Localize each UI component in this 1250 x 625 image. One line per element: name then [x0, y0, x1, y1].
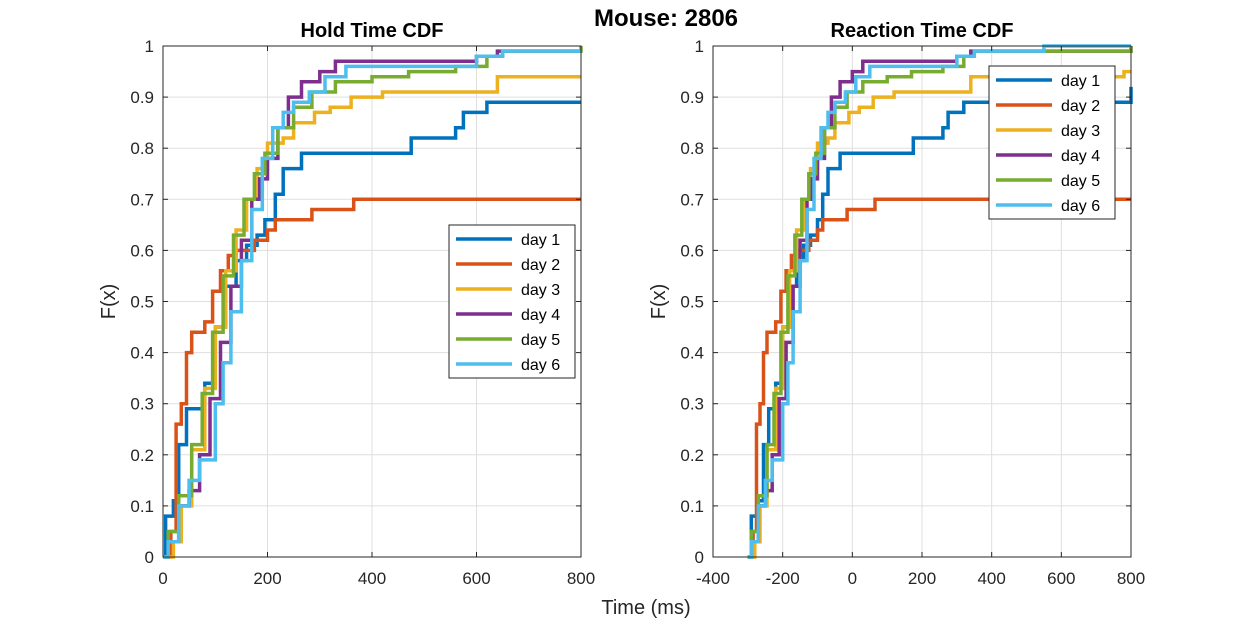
reaction-time-legend-item: day 6: [996, 198, 1100, 215]
hold-time-x-tick-label: 200: [253, 569, 281, 588]
hold-time-series-day-2: [163, 197, 581, 559]
reaction-time-y-tick-label: 0.1: [680, 497, 704, 516]
hold-time-y-tick-label: 0.9: [130, 88, 154, 107]
hold-time-chart-title: Hold Time CDF: [301, 20, 444, 42]
hold-time-series-day-6: [163, 49, 581, 559]
hold-time-y-tick-label: 0.3: [130, 395, 154, 414]
reaction-time-x-tick-label: 200: [908, 569, 936, 588]
hold-time-y-tick-label: 0.8: [130, 139, 154, 158]
hold-time-legend-label: day 6: [521, 357, 560, 374]
reaction-time-y-tick-label: 0.2: [680, 446, 704, 465]
reaction-time-legend-item: day 4: [996, 148, 1100, 165]
reaction-time-x-tick-label: -200: [766, 569, 800, 588]
reaction-time-y-tick-label: 0.4: [680, 344, 704, 363]
reaction-time-legend-label: day 4: [1061, 148, 1100, 165]
reaction-time-x-tick-label: -400: [696, 569, 730, 588]
reaction-time-y-tick-label: 0.9: [680, 88, 704, 107]
hold-time-y-tick-label: 1: [145, 37, 154, 56]
reaction-time-x-tick-label: 0: [848, 569, 857, 588]
hold-time-y-tick-label: 0.4: [130, 344, 154, 363]
hold-time-legend-box: [448, 224, 576, 379]
hold-time-y-tick-label: 0: [145, 548, 154, 567]
reaction-time-y-tick-label: 1: [695, 37, 704, 56]
hold-time-legend-item: day 1: [456, 232, 560, 249]
reaction-time-legend-label: day 1: [1061, 73, 1100, 90]
hold-time-legend-item: day 2: [456, 257, 560, 274]
reaction-time-x-tick-label: 800: [1117, 569, 1145, 588]
reaction-time-series-day-5: [747, 46, 1133, 559]
reaction-time-series-day-2: [747, 197, 1131, 559]
hold-time-y-tick-label: 0.5: [130, 293, 154, 312]
hold-time-series-day-5: [163, 46, 583, 559]
figure-supertitle: Mouse: 2806: [594, 5, 738, 32]
reaction-time-y-tick-label: 0.7: [680, 190, 704, 209]
hold-time-legend-item: day 6: [456, 357, 560, 374]
hold-time-x-tick-label: 0: [158, 569, 167, 588]
reaction-time-legend-item: day 1: [996, 73, 1100, 90]
reaction-time-x-tick-label: 600: [1047, 569, 1075, 588]
reaction-time-legend: day 1 day 2 day 3 day 4 day 5 day 6: [988, 65, 1116, 220]
reaction-time-legend-label: day 2: [1061, 98, 1100, 115]
reaction-time-x-tick-label: 400: [977, 569, 1005, 588]
reaction-time-y-tick-label: 0.5: [680, 293, 704, 312]
hold-time-legend-item: day 3: [456, 282, 560, 299]
hold-time-y-tick-label: 0.1: [130, 497, 154, 516]
reaction-time-y-axis-label: F(x): [648, 284, 670, 320]
reaction-time-legend-item: day 2: [996, 98, 1100, 115]
hold-time-cdf-panel: 0 200 400 600 800 0 0.1 0.2 0.3 0.4 0.5 0.6 0.7 0.8 0.…: [98, 20, 595, 588]
hold-time-legend-label: day 5: [521, 332, 560, 349]
hold-time-legend-label: day 1: [521, 232, 560, 249]
reaction-time-chart-title: Reaction Time CDF: [831, 20, 1014, 42]
reaction-time-y-tick-label: 0.3: [680, 395, 704, 414]
hold-time-legend-label: day 2: [521, 257, 560, 274]
reaction-time-legend-label: day 3: [1061, 123, 1100, 140]
reaction-time-y-tick-label: 0.8: [680, 139, 704, 158]
hold-time-x-tick-label: 400: [358, 569, 386, 588]
reaction-time-cdf-panel: -400 -200 0 200 400 600 800 0 0.1 0.2 0.3 0.4 0.5 0.6…: [648, 20, 1145, 588]
hold-time-legend-item: day 4: [456, 307, 560, 324]
hold-time-y-tick-label: 0.6: [130, 241, 154, 260]
reaction-time-y-tick-label: 0: [695, 548, 704, 567]
reaction-time-legend-label: day 6: [1061, 198, 1100, 215]
reaction-time-series-day-6: [747, 44, 1131, 559]
reaction-time-legend-box: [988, 65, 1116, 220]
hold-time-y-tick-label: 0.2: [130, 446, 154, 465]
hold-time-legend-item: day 5: [456, 332, 560, 349]
reaction-time-legend-item: day 3: [996, 123, 1100, 140]
hold-time-legend-label: day 4: [521, 307, 560, 324]
reaction-time-legend-label: day 5: [1061, 173, 1100, 190]
hold-time-y-tick-label: 0.7: [130, 190, 154, 209]
hold-time-x-tick-label: 800: [567, 569, 595, 588]
figure-x-axis-label: Time (ms): [601, 597, 690, 619]
hold-time-x-tick-label: 600: [462, 569, 490, 588]
hold-time-legend: day 1 day 2 day 3 day 4 day 5 day 6: [448, 224, 576, 379]
reaction-time-legend-item: day 5: [996, 173, 1100, 190]
hold-time-y-axis-label: F(x): [98, 284, 120, 320]
reaction-time-y-tick-label: 0.6: [680, 241, 704, 260]
hold-time-legend-label: day 3: [521, 282, 560, 299]
